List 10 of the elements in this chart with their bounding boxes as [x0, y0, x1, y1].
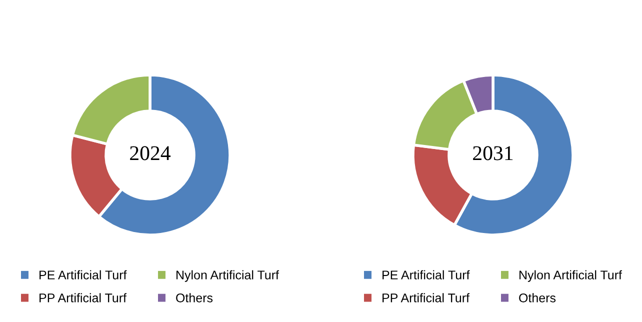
text: 2024 — [130, 146, 171, 160]
legend-label: PP Artificial Turf — [40, 293, 127, 302]
text: 2031 — [473, 146, 513, 160]
legend-label: PE Artificial Turf — [40, 270, 127, 280]
legend-label: Others — [519, 293, 556, 302]
legend-label: PE Artificial Turf — [382, 270, 470, 280]
legend-label: Others — [176, 293, 213, 302]
legend-label: PP Artificial Turf — [382, 293, 470, 302]
legend-label: Nylon Artificial Turf — [520, 270, 622, 282]
legend-label: Nylon Artificial Turf — [176, 270, 280, 282]
